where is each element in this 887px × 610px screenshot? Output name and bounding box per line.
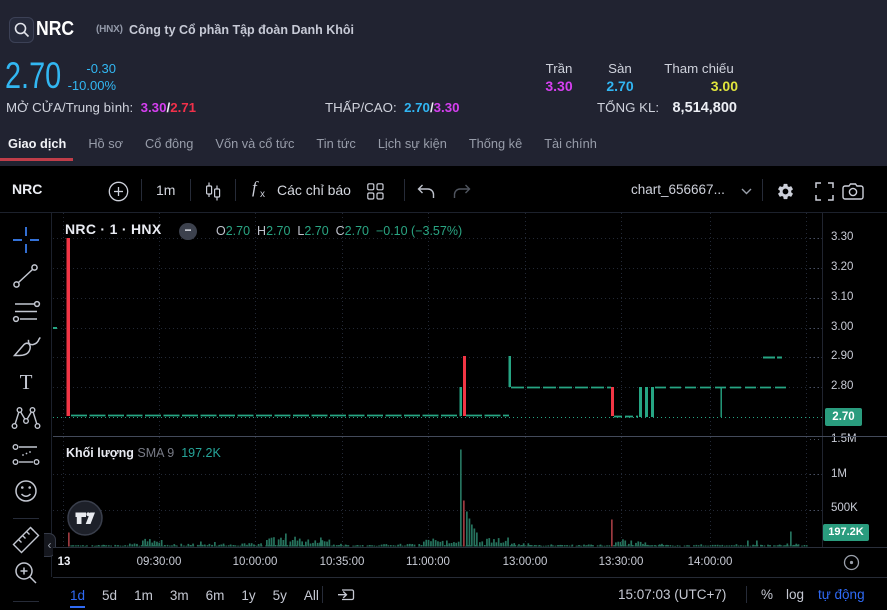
svg-text:T: T: [20, 370, 33, 394]
